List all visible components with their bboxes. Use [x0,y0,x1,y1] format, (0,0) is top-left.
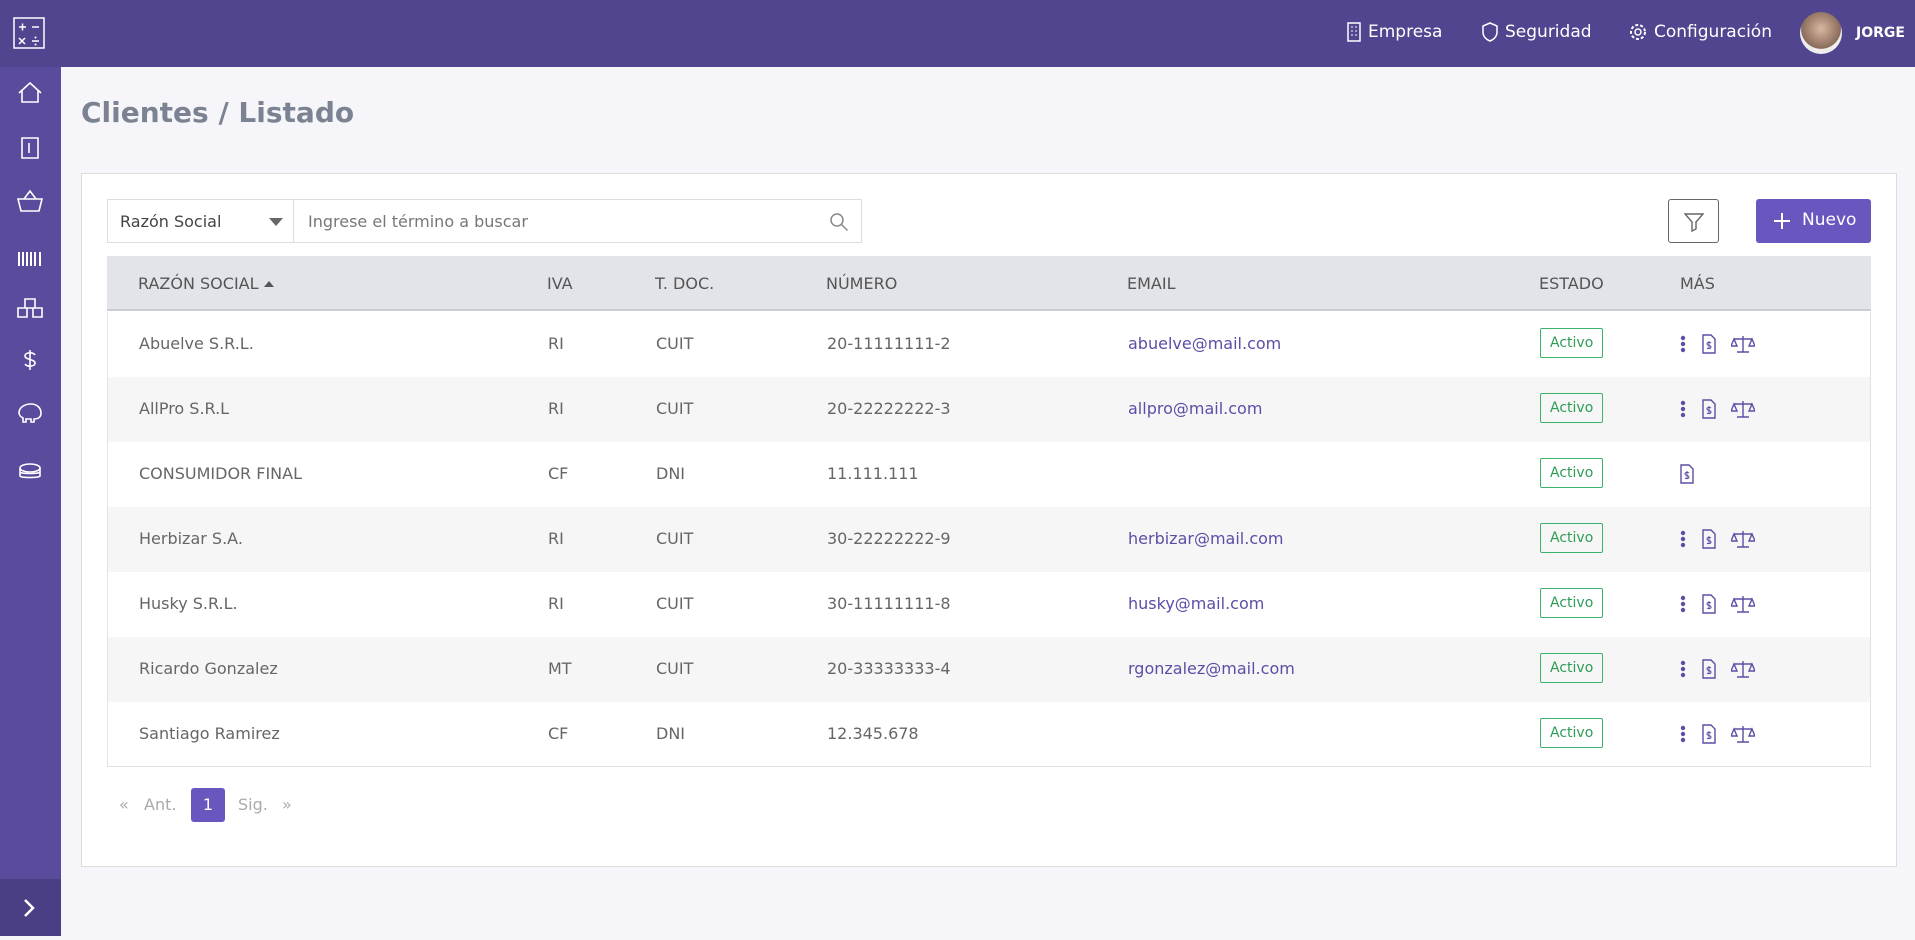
cell: DNI [656,724,686,743]
row-actions[interactable] [1679,399,1755,419]
cell: Abuelve S.R.L. [139,334,254,353]
email-link[interactable]: husky@mail.com [1128,594,1265,613]
column-header: IVA [547,274,573,293]
cell: DNI [656,464,686,483]
user-name[interactable]: JORGE [1856,25,1905,41]
cell: 30-11111111-8 [827,594,951,613]
cell: Herbizar S.A. [139,529,243,548]
cell: RI [548,334,564,353]
nav-empresa[interactable]: Empresa [1346,22,1442,42]
email-link[interactable]: rgonzalez@mail.com [1128,659,1295,678]
cell: Santiago Ramirez [139,724,280,743]
sidebar-icons [16,81,44,479]
sidebar [0,67,61,936]
top-bar: Empresa Seguridad Configuración JORGE [0,0,1915,67]
cell: Ricardo Gonzalez [139,659,278,678]
row-actions[interactable] [1679,464,1695,484]
cell: CF [548,724,569,743]
row-actions[interactable] [1679,529,1755,549]
table-row[interactable]: Herbizar S.A. RI CUIT 30-22222222-9 herbizar… [107,507,1871,572]
page-next[interactable]: Sig. [238,795,268,814]
select-label[interactable]: Razón Social [120,212,222,231]
new-label[interactable]: Nuevo [1802,210,1857,230]
logo [13,17,45,49]
email-link[interactable]: herbizar@mail.com [1128,529,1284,548]
table-row[interactable]: AllPro S.R.L RI CUIT 20-22222222-3 allpro@ma… [107,377,1871,442]
email-link[interactable]: abuelve@mail.com [1128,334,1282,353]
cell: CONSUMIDOR FINAL [139,464,302,483]
nav-label[interactable]: Seguridad [1505,22,1592,42]
page-title: Clientes / Listado [81,96,355,129]
email-link[interactable]: allpro@mail.com [1128,399,1263,418]
cell: MT [548,659,572,678]
page-last[interactable]: » [282,795,292,814]
table-row[interactable]: Abuelve S.R.L. RI CUIT 20-11111111-2 abuelve… [107,312,1871,377]
cell: 20-22222222-3 [827,399,951,418]
nav-seguridad[interactable]: Seguridad [1481,22,1592,42]
search-placeholder[interactable]: Ingrese el término a buscar [308,212,528,231]
table-header: RAZÓN SOCIAL IVA T. DOC. NÚMERO EMAIL ESTADO M… [107,256,1871,311]
cell: 20-33333333-4 [827,659,951,678]
column-header: EMAIL [1127,274,1176,293]
column-header[interactable]: RAZÓN SOCIAL [138,274,275,293]
row-actions[interactable] [1679,594,1755,614]
status-badge: Activo [1540,458,1604,488]
cell: Husky S.R.L. [139,594,238,613]
cell: CUIT [656,334,694,353]
status-badge: Activo [1540,328,1604,358]
nav-label[interactable]: Configuración [1654,22,1772,42]
nav-config[interactable]: Configuración [1628,22,1772,42]
row-actions[interactable] [1679,334,1755,354]
avatar[interactable] [1800,12,1842,54]
status-badge: Activo [1540,523,1604,553]
cell: CUIT [656,529,694,548]
column-header: NÚMERO [826,274,898,293]
column-header: MÁS [1680,274,1715,293]
cell: AllPro S.R.L [139,399,230,418]
cell: CF [548,464,569,483]
table-row[interactable]: CONSUMIDOR FINAL CF DNI 11.111.111 Activo [107,442,1871,507]
filter-button[interactable] [1668,199,1719,243]
status-badge: Activo [1540,588,1604,618]
cell: 30-22222222-9 [827,529,951,548]
cell: CUIT [656,659,694,678]
status-badge: Activo [1540,718,1604,748]
status-badge: Activo [1540,393,1604,423]
cell: CUIT [656,399,694,418]
search-field-select[interactable]: Razón Social [107,199,294,243]
table-row[interactable]: Husky S.R.L. RI CUIT 30-11111111-8 husky@mai… [107,572,1871,637]
cell: CUIT [656,594,694,613]
page-first[interactable]: « [119,795,129,814]
page-current[interactable]: 1 [191,788,225,822]
cell: 20-11111111-2 [827,334,951,353]
table-row[interactable]: Ricardo Gonzalez MT CUIT 20-33333333-4 rgonz… [107,637,1871,702]
page-prev[interactable]: Ant. [144,795,177,814]
column-header: T. DOC. [655,274,715,293]
row-actions[interactable] [1679,724,1755,744]
column-header: ESTADO [1539,274,1604,293]
sidebar-toggle[interactable] [0,879,61,936]
cell: RI [548,529,564,548]
nav-label[interactable]: Empresa [1368,22,1443,42]
status-badge: Activo [1540,653,1604,683]
cell: RI [548,399,564,418]
cell: RI [548,594,564,613]
cell: 12.345.678 [827,724,919,743]
table-row[interactable]: Santiago Ramirez CF DNI 12.345.678 Activo [107,702,1871,767]
search-input[interactable]: Ingrese el término a buscar [293,199,862,243]
row-actions[interactable] [1679,659,1755,679]
cell: 11.111.111 [827,464,919,483]
new-button[interactable]: Nuevo [1756,199,1871,243]
